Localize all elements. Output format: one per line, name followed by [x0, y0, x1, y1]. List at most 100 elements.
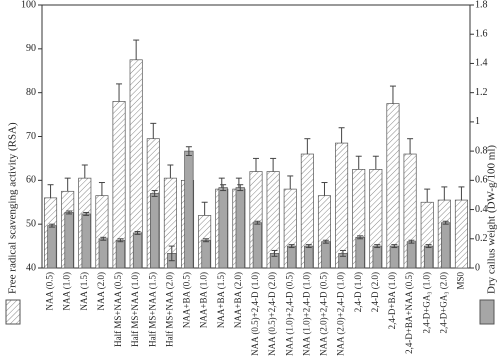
x-tick-label: NAA (2.0) — [96, 272, 106, 311]
bar — [64, 212, 74, 269]
bar — [454, 199, 468, 269]
error-bar — [355, 155, 362, 170]
y2-tick-label: 1.6 — [475, 29, 488, 40]
error-bar — [322, 239, 329, 244]
error-bar — [116, 83, 123, 102]
error-bar — [47, 184, 54, 198]
legend-label: Free radical scavenging activity (RSA) — [7, 122, 19, 294]
error-bar — [270, 157, 277, 172]
y-tick-label: 80 — [26, 87, 36, 98]
error-bar — [168, 245, 175, 262]
bar — [441, 222, 451, 269]
x-tick-label: Half MS+NAA (1.0) — [130, 272, 140, 347]
x-tick-label: NAA (2.0)+2,4-D (1.0) — [336, 272, 346, 356]
x-tick-label: 2,4-D+GA₃ (1.0) — [421, 272, 431, 333]
bar — [355, 236, 365, 269]
bar — [150, 193, 160, 269]
y2-tick-label: 0 — [475, 262, 480, 273]
x-tick-label: NAA (1.0)+2,4-D (0.5) — [284, 272, 294, 356]
bar — [218, 187, 228, 269]
x-tick-label: NAA (1.0)+2,4-D (1.0) — [301, 272, 311, 356]
legend-label: Dry callus weight (DW-g/100 ml) — [486, 145, 498, 294]
error-bar — [185, 146, 192, 156]
error-bar — [357, 235, 364, 240]
error-bar — [254, 220, 261, 225]
x-tick-label: NAA (0.5) — [45, 272, 55, 311]
error-bar — [133, 39, 140, 60]
error-bar — [220, 184, 227, 192]
error-bar — [407, 138, 414, 155]
x-tick-label: NAA (1.0) — [62, 272, 72, 311]
x-tick-label: NAA (0.5)+2,4-D (2.0) — [267, 272, 277, 356]
error-bar — [237, 184, 244, 192]
bar — [386, 103, 400, 269]
error-bar — [235, 177, 242, 190]
error-bar — [425, 244, 432, 249]
error-bar — [81, 164, 88, 179]
y2-tick-label: 1.8 — [475, 0, 488, 10]
bar — [201, 239, 211, 269]
y-tick-label: 60 — [26, 175, 36, 186]
error-bar — [305, 244, 312, 249]
y2-tick-label: 0.6 — [475, 175, 488, 186]
error-bar — [391, 244, 398, 249]
error-bar — [271, 249, 278, 257]
x-tick-label: MS0 — [456, 272, 466, 290]
y2-tick-label: 1 — [475, 116, 480, 127]
legend-swatch — [5, 299, 21, 325]
error-bar — [304, 138, 311, 155]
y-tick-label: 70 — [26, 131, 36, 142]
error-bar — [288, 244, 295, 249]
x-tick-label: 2,4-D (1.0) — [353, 272, 363, 312]
error-bar — [64, 177, 71, 192]
error-bar — [134, 230, 141, 235]
y2-tick-label: 0.4 — [475, 204, 488, 215]
x-tick-label: 2,4-D+BA (1.0) — [387, 272, 397, 329]
x-tick-label: 2,4-D (2.0) — [370, 272, 380, 312]
error-bar — [389, 85, 396, 104]
error-bar — [287, 175, 294, 190]
error-bar — [201, 201, 208, 216]
error-bar — [253, 157, 259, 172]
error-bar — [83, 211, 90, 216]
error-bar — [338, 127, 345, 144]
error-bar — [458, 186, 465, 201]
error-bar — [374, 244, 381, 249]
bar — [321, 241, 331, 269]
x-tick-label: 2,4-D+GA₃ (2.0) — [438, 272, 448, 333]
x-tick-label: NAA+BA (0.5) — [182, 272, 192, 328]
bar — [252, 222, 262, 269]
bar — [304, 245, 314, 269]
bar — [423, 245, 434, 269]
y-tick-label: 40 — [26, 262, 36, 273]
y2-tick-label: 1.4 — [475, 58, 488, 69]
legend-swatch — [479, 299, 495, 325]
error-bar — [150, 122, 157, 139]
y-tick-label: 90 — [26, 43, 36, 54]
error-bar — [100, 236, 107, 241]
y-tick-label: 100 — [21, 0, 36, 10]
x-tick-label: Half MS+NAA (1.5) — [147, 272, 157, 347]
y2-tick-label: 0.8 — [475, 145, 488, 156]
y2-tick-label: 0.2 — [475, 233, 488, 244]
bar — [372, 245, 382, 269]
error-bar — [424, 188, 431, 203]
error-bar — [203, 238, 210, 243]
error-bar — [218, 177, 225, 190]
bar — [81, 213, 91, 269]
error-bar — [408, 239, 415, 244]
bar — [389, 245, 399, 269]
bar — [132, 232, 143, 269]
x-tick-label: NAA+BA (1.0) — [199, 272, 209, 328]
bar — [184, 150, 194, 269]
y-tick-label: 50 — [26, 218, 36, 229]
error-bar — [98, 182, 105, 196]
error-bar — [48, 223, 55, 228]
error-bar — [372, 155, 379, 170]
x-tick-label: Half MS+NAA (2.0) — [164, 272, 174, 347]
error-bar — [117, 238, 124, 243]
bar — [235, 187, 245, 269]
bar — [286, 245, 297, 269]
error-bar — [441, 186, 448, 201]
